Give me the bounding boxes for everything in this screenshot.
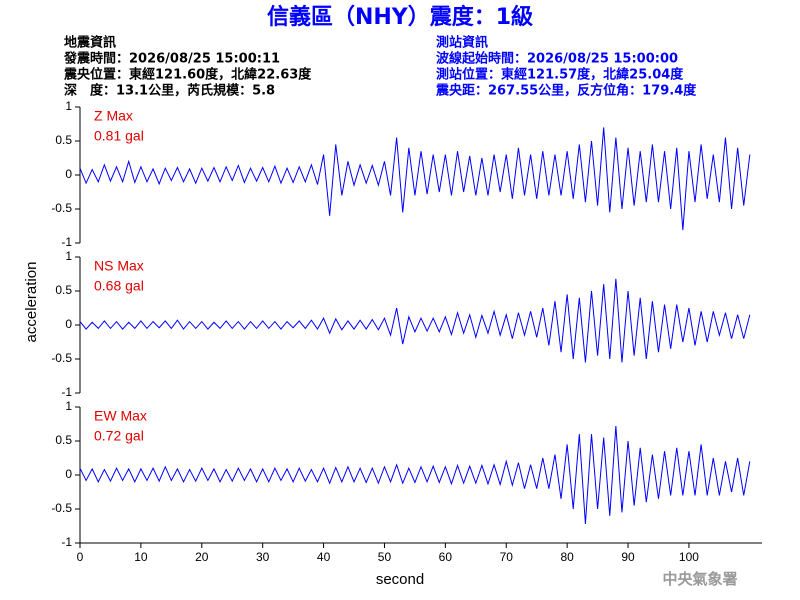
x-tick-label: 70 (500, 550, 514, 564)
station-info: 震央距：267.55公里，反方位角：179.4度 (435, 83, 697, 99)
max-label: 0.72 gal (94, 428, 144, 444)
station-info: 波線起始時間：2026/08/25 15:00:00 (436, 51, 678, 67)
x-tick-label: 40 (317, 550, 331, 564)
max-label: 0.68 gal (94, 278, 144, 294)
y-tick-label: 0.5 (55, 133, 72, 147)
x-tick-label: 30 (256, 550, 270, 564)
max-label: Z Max (94, 108, 133, 124)
x-tick-label: 0 (77, 550, 84, 564)
x-tick-label: 10 (134, 550, 148, 564)
max-label: NS Max (94, 258, 144, 274)
x-tick-label: 80 (560, 550, 574, 564)
y-tick-label: 0 (65, 317, 72, 331)
y-tick-label: -0.5 (51, 351, 72, 365)
y-tick-label: -1 (61, 235, 72, 249)
y-tick-label: 1 (65, 99, 72, 113)
x-tick-label: 50 (378, 550, 392, 564)
x-tick-label: 100 (679, 550, 699, 564)
agency: 中央氣象署 (662, 570, 737, 588)
station-info: 測站位置：東經121.57度，北緯25.04度 (436, 67, 684, 83)
waveform (79, 278, 751, 363)
y-axis-label: acceleration (23, 262, 40, 343)
waveform (79, 426, 751, 524)
y-tick-label: 0 (65, 467, 72, 481)
eq-info: 深 度：13.1公里，芮氏規模：5.8 (64, 83, 275, 99)
x-tick-label: 90 (621, 550, 635, 564)
x-tick-label: 60 (439, 550, 453, 564)
y-tick-label: 0.5 (55, 283, 72, 297)
eq-info: 發震時間：2026/08/25 15:00:11 (63, 51, 280, 67)
y-tick-label: 0.5 (55, 433, 72, 447)
waveform (79, 127, 751, 231)
x-axis-label: second (376, 571, 424, 588)
station-info: 測站資訊 (436, 35, 488, 51)
x-tick-label: 20 (195, 550, 209, 564)
y-tick-label: -0.5 (51, 501, 72, 515)
max-label: 0.81 gal (94, 128, 144, 144)
y-tick-label: -1 (61, 535, 72, 549)
y-tick-label: -0.5 (51, 201, 72, 215)
y-tick-label: 0 (65, 167, 72, 181)
eq-info: 震央位置：東經121.60度，北緯22.63度 (63, 67, 312, 83)
max-label: EW Max (94, 408, 147, 424)
y-tick-label: -1 (61, 385, 72, 399)
eq-info: 地震資訊 (64, 35, 116, 51)
title: 信義區（NHY）震度：1級 (267, 4, 533, 30)
y-tick-label: 1 (65, 399, 72, 413)
y-tick-label: 1 (65, 249, 72, 263)
